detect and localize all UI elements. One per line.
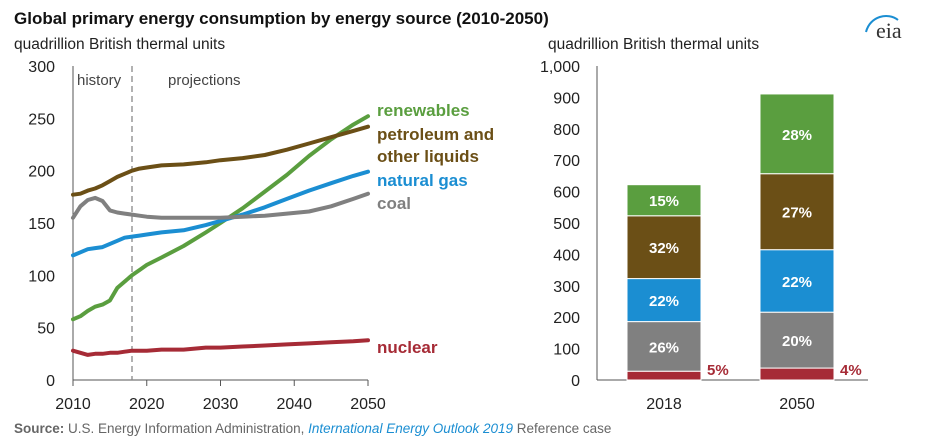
source-label: Source: xyxy=(14,421,64,436)
bar-segment-renewables xyxy=(759,93,835,175)
left-y-tick-label: 150 xyxy=(28,216,55,233)
series-label-line: petroleum and xyxy=(377,125,494,144)
right-y-tick-label: 500 xyxy=(553,216,580,233)
series-label-line: coal xyxy=(377,194,411,213)
bar-category-label: 2018 xyxy=(646,396,682,413)
right-y-tick-label: 200 xyxy=(553,310,580,327)
right-y-tick-label: 0 xyxy=(571,373,580,390)
bar-segment-nuclear xyxy=(626,370,702,381)
bar-segment-label: 27% xyxy=(782,205,812,222)
left-x-tick-label: 2020 xyxy=(129,396,165,413)
line-chart: 0 50 100 150 200 250 300 2010 2020 2030 2040 2050 hi… xyxy=(28,59,494,413)
bar-segment-label: 22% xyxy=(649,293,679,310)
right-y-tick-label: 700 xyxy=(553,153,580,170)
history-label: history xyxy=(77,72,122,89)
left-y-tick-label: 50 xyxy=(37,321,55,338)
bar-segment-label: 20% xyxy=(782,333,812,350)
bar-segment-coal xyxy=(759,311,835,369)
series-label-line: nuclear xyxy=(377,338,438,357)
bar-segment-label: 26% xyxy=(649,339,679,356)
line-series-renewables xyxy=(71,114,370,322)
eia-logo-swoosh-icon xyxy=(865,15,899,33)
left-y-tick-label: 250 xyxy=(28,111,55,128)
series-label: coal xyxy=(377,194,411,213)
source-note: Source: U.S. Energy Information Administ… xyxy=(14,421,611,436)
projections-label: projections xyxy=(168,72,241,89)
right-y-tick-label: 800 xyxy=(553,122,580,139)
bar-segment-nuclear xyxy=(759,367,835,381)
bar-segment-renewables xyxy=(626,184,702,217)
right-y-tick-label: 600 xyxy=(553,185,580,202)
chart-title: Global primary energy consumption by ene… xyxy=(14,9,549,28)
bar-segment-label: 28% xyxy=(782,127,812,144)
series-label: renewables xyxy=(377,101,470,120)
left-y-tick-label: 200 xyxy=(28,164,55,181)
series-label: petroleum and other liquids xyxy=(377,125,494,166)
line-series-natural-gas xyxy=(71,169,370,258)
right-y-tick-label: 100 xyxy=(553,342,580,359)
left-y-tick-label: 300 xyxy=(28,59,55,76)
right-y-tick-label: 300 xyxy=(553,279,580,296)
left-y-tick-label: 0 xyxy=(46,373,55,390)
right-y-tick-label: 400 xyxy=(553,247,580,264)
right-y-axis-label: quadrillion British thermal units xyxy=(548,36,759,53)
source-suffix: Reference case xyxy=(517,421,612,436)
line-series-coal xyxy=(71,191,370,220)
bar-segment-label: 4% xyxy=(840,362,862,379)
right-y-tick-label: 900 xyxy=(553,90,580,107)
bar-segment-natural-gas xyxy=(759,249,835,313)
series-label-line: other liquids xyxy=(377,147,479,166)
bar-segment-label: 5% xyxy=(707,362,729,379)
source-org: U.S. Energy Information Administration, xyxy=(68,421,308,436)
eia-logo: eia xyxy=(876,18,902,43)
left-x-tick-label: 2030 xyxy=(203,396,239,413)
left-x-tick-label: 2040 xyxy=(276,396,312,413)
line-series-petroleum-and-other-liquids xyxy=(71,124,370,197)
right-y-tick-label: 1,000 xyxy=(540,59,580,76)
bar-segment-label: 22% xyxy=(782,274,812,291)
left-y-tick-label: 100 xyxy=(28,268,55,285)
bar-segment-petroleum-and-other-liquids xyxy=(759,173,835,251)
left-x-tick-label: 2050 xyxy=(350,396,386,413)
line-series-nuclear xyxy=(71,338,370,357)
stacked-bar-chart: 0 100 200 300 400 500 600 700 800 900 1,000 5% 26% 22… xyxy=(540,59,868,413)
series-label: nuclear xyxy=(377,338,438,357)
bar-segment-label: 15% xyxy=(649,193,679,210)
bar-category-label: 2050 xyxy=(779,396,815,413)
series-label-line: natural gas xyxy=(377,171,468,190)
series-label: natural gas xyxy=(377,171,468,190)
series-label-line: renewables xyxy=(377,101,470,120)
left-x-tick-label: 2010 xyxy=(55,396,91,413)
left-y-axis-label: quadrillion British thermal units xyxy=(14,36,225,53)
bar-segment-label: 32% xyxy=(649,240,679,257)
source-report-link[interactable]: International Energy Outlook 2019 xyxy=(308,421,513,436)
